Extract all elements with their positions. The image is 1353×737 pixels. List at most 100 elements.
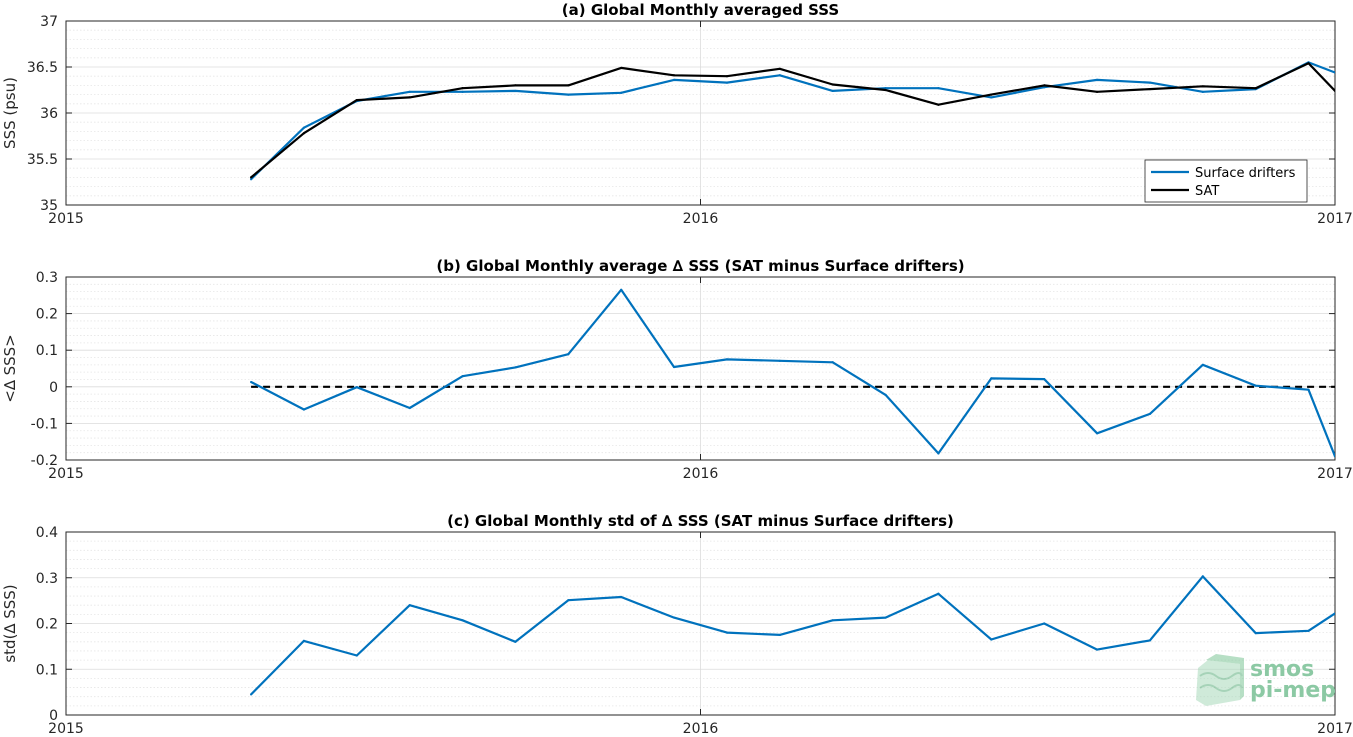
surface-drifters-point	[672, 78, 676, 81]
y-tick-label: 0	[49, 708, 58, 724]
y-tick-label: -0.1	[31, 416, 58, 432]
y-tick-label: -0.2	[31, 453, 58, 469]
surface-drifters-point	[990, 96, 993, 99]
surface-drifters-point	[620, 91, 623, 94]
surface-drifters-point	[1201, 90, 1204, 93]
surface-drifters-point	[937, 87, 940, 90]
series-1-point	[1333, 455, 1335, 458]
series-1-point	[567, 353, 570, 356]
panel-title: (b) Global Monthly average ∆ SSS (SAT mi…	[436, 257, 964, 275]
y-tick-label: 35.5	[27, 152, 58, 168]
series-1-point	[249, 693, 253, 696]
panel-a-global-monthly-sss: 35 35.5 36 36.5 37 2015 2016 2017 (a) Global Mon…	[1, 1, 1353, 227]
series-1-point	[831, 619, 834, 622]
surface-drifters-point	[884, 87, 887, 90]
x-tick-label: 2015	[48, 211, 84, 227]
series-1-point	[937, 452, 940, 455]
sat-point	[884, 88, 887, 92]
series-1-point	[725, 358, 729, 361]
surface-drifters-point	[1043, 86, 1046, 89]
sat-point	[672, 74, 676, 77]
sat-point	[725, 75, 729, 78]
x-tick-label: 2016	[683, 721, 719, 737]
smos-pi-mep-logo-icon	[1196, 654, 1244, 706]
series-1-point	[1307, 629, 1310, 632]
series-1-point	[1043, 622, 1046, 625]
sat-point	[1043, 84, 1046, 87]
y-tick-label: 0.2	[36, 307, 58, 323]
x-tick-label: 2017	[1317, 211, 1353, 227]
y-tick-label: 0.1	[36, 343, 58, 359]
y-tick-label: 36	[40, 106, 58, 122]
legend-box	[1144, 159, 1308, 203]
x-tick-label: 2015	[48, 466, 84, 482]
series-1-point	[1254, 632, 1257, 635]
series-1-point	[514, 640, 517, 643]
sat-point	[461, 87, 464, 90]
series-1-point	[1148, 639, 1152, 642]
sat-point	[408, 96, 411, 99]
sat-point	[778, 67, 781, 70]
sat-point	[302, 132, 306, 135]
smos-pi-mep-watermark: smos pi-mep	[1196, 654, 1336, 706]
surface-drifters-point	[461, 90, 464, 93]
series-1-point	[1043, 378, 1046, 381]
x-tick-label: 2016	[683, 211, 719, 227]
x-tick-label: 2015	[48, 721, 84, 737]
series-1-line	[250, 288, 1335, 457]
series-1-point	[249, 380, 253, 384]
sat-point	[567, 84, 570, 87]
y-tick-label: 0.1	[36, 662, 58, 678]
sat-point	[1333, 89, 1335, 93]
surface-drifters-point	[1333, 71, 1335, 74]
series-1-point	[884, 393, 887, 396]
sat-point	[514, 84, 517, 87]
surface-drifters-point	[778, 74, 781, 77]
legend-label-sat: SAT	[1195, 184, 1219, 199]
series-1-point	[620, 288, 623, 291]
sat-point	[249, 176, 253, 179]
series-1-point	[461, 375, 464, 378]
sat-point	[831, 83, 834, 86]
sat-point	[937, 103, 940, 106]
series-1-point	[990, 638, 993, 641]
sat-point	[1307, 62, 1310, 65]
series-1-point	[990, 377, 993, 380]
series-1-point	[672, 616, 676, 619]
x-tick-label: 2017	[1317, 721, 1353, 737]
panel-title: (a) Global Monthly averaged SSS	[562, 1, 839, 19]
series-1-point	[355, 386, 358, 389]
y-tick-label: 37	[40, 14, 58, 30]
y-tick-label: 0	[49, 380, 58, 396]
surface-drifters-point	[831, 89, 834, 93]
series-1-point	[1333, 612, 1335, 615]
legend-label-surface-drifters: Surface drifters	[1195, 166, 1296, 181]
panel-title: (c) Global Monthly std of ∆ SSS (SAT min…	[447, 512, 954, 530]
series-1-point	[355, 654, 358, 657]
surface-drifters-point	[725, 81, 729, 84]
y-tick-label: 0.3	[36, 571, 58, 587]
series-1-point	[937, 592, 940, 595]
sat-point	[1201, 85, 1204, 88]
series-1-point	[1307, 388, 1310, 391]
watermark-line2: pi-mep	[1250, 678, 1336, 703]
series-1-point	[567, 599, 570, 602]
y-tick-label: 35	[40, 198, 58, 214]
surface-drifters-point	[249, 178, 253, 181]
series-1-point	[725, 631, 729, 634]
series-1-point	[302, 408, 306, 411]
legend: Surface drifters SAT	[1144, 159, 1308, 203]
x-tick-label: 2016	[683, 466, 719, 482]
surface-drifters-point	[302, 126, 306, 129]
series-1-point	[778, 359, 781, 362]
panel-c-std-delta-sss: 0 0.1 0.2 0.3 0.4 2015 2016 2017 (c) Global Mont…	[1, 512, 1353, 737]
y-axis-label: <∆ SSS>	[1, 334, 19, 403]
series-1-point	[514, 366, 517, 369]
sat-point	[355, 99, 358, 102]
sat-line	[250, 62, 1335, 179]
sat-point	[990, 93, 993, 96]
y-tick-label: 0.4	[36, 525, 58, 541]
sat-point	[1148, 87, 1152, 91]
y-tick-label: 0.3	[36, 270, 58, 286]
